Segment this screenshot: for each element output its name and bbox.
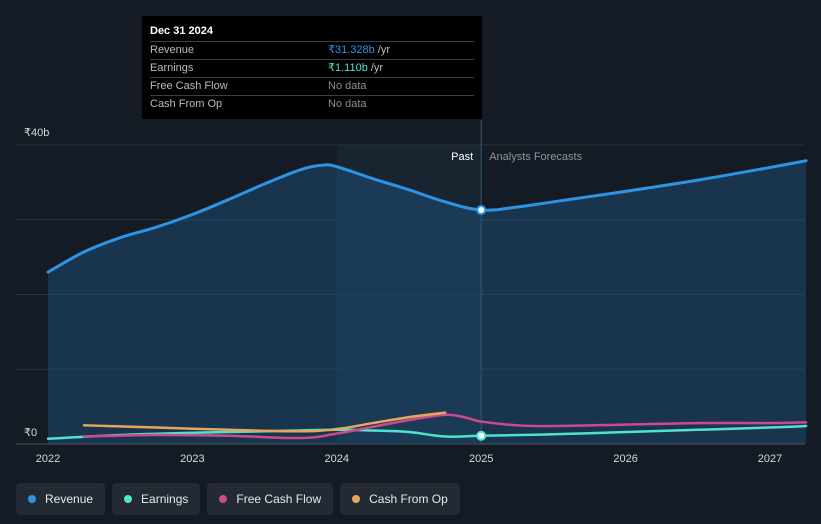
legend-dot	[352, 495, 361, 503]
legend-cash-from-op[interactable]: Cash From Op	[340, 483, 460, 515]
series-lines	[46, 159, 808, 441]
revenue-highlight-point	[476, 205, 487, 216]
tooltip-value: ₹31.328b	[328, 44, 375, 56]
legend-free-cash-flow[interactable]: Free Cash Flow	[207, 483, 334, 515]
legend-label: Revenue	[45, 492, 94, 506]
tooltip-row-revenue: Revenue ₹31.328b /yr	[150, 41, 474, 59]
highlight-markers	[476, 205, 487, 441]
x-tick-label: 2025	[469, 453, 493, 465]
x-tick-label: 2026	[613, 453, 637, 465]
earnings-highlight-point	[476, 430, 487, 441]
tooltip-label: Cash From Op	[150, 98, 223, 110]
tooltip-value: No data	[328, 98, 367, 110]
past-label: Past	[451, 151, 473, 163]
cash-from-op-line	[82, 411, 447, 433]
free-cash-flow-line	[82, 413, 808, 440]
tooltip-row-fcf: Free Cash Flow No data	[150, 77, 474, 95]
legend-label: Cash From Op	[369, 492, 448, 506]
series-areas	[48, 160, 807, 444]
tooltip-unit: /yr	[370, 62, 384, 74]
earnings-line	[46, 424, 808, 441]
legend-dot	[28, 495, 36, 503]
x-tick-label: 2024	[325, 453, 349, 465]
legend-revenue[interactable]: Revenue	[16, 483, 106, 515]
legend-dot	[124, 495, 133, 503]
y-tick-label: ₹40b	[24, 127, 49, 139]
legend-label: Earnings	[141, 492, 189, 506]
tooltip-row-cfo: Cash From Op No data	[150, 95, 474, 113]
tooltip-value: No data	[328, 80, 367, 92]
forecast-label: Analysts Forecasts	[489, 151, 582, 163]
tooltip-label: Free Cash Flow	[150, 80, 228, 92]
legend: Revenue Earnings Free Cash Flow Cash Fro…	[16, 483, 460, 515]
past-band-rect	[336, 145, 482, 444]
legend-label: Free Cash Flow	[236, 492, 322, 506]
x-tick-label: 2023	[180, 453, 204, 465]
past-band	[336, 120, 482, 444]
tooltip-row-earnings: Earnings ₹1.110b /yr	[150, 59, 474, 77]
x-tick-label: 2027	[758, 453, 782, 465]
legend-earnings[interactable]: Earnings	[112, 483, 201, 515]
x-tick-label: 2022	[36, 453, 60, 465]
tooltip-label: Revenue	[150, 44, 195, 56]
tooltip-date: Dec 31 2024	[150, 25, 213, 37]
legend-dot	[219, 495, 228, 503]
axis-labels: ₹40b ₹0 2022 2023 2024 2025 2026 2027 Past Analys…	[24, 127, 782, 465]
tooltip-label: Earnings	[150, 62, 194, 74]
y-tick-label: ₹0	[24, 427, 37, 439]
revenue-area	[48, 160, 807, 444]
revenue-line	[46, 159, 808, 274]
tooltip-value: ₹1.110b	[328, 62, 368, 74]
tooltip-unit: /yr	[377, 44, 390, 56]
tooltip: Dec 31 2024 Revenue ₹31.328b /yr Earning…	[142, 16, 482, 119]
